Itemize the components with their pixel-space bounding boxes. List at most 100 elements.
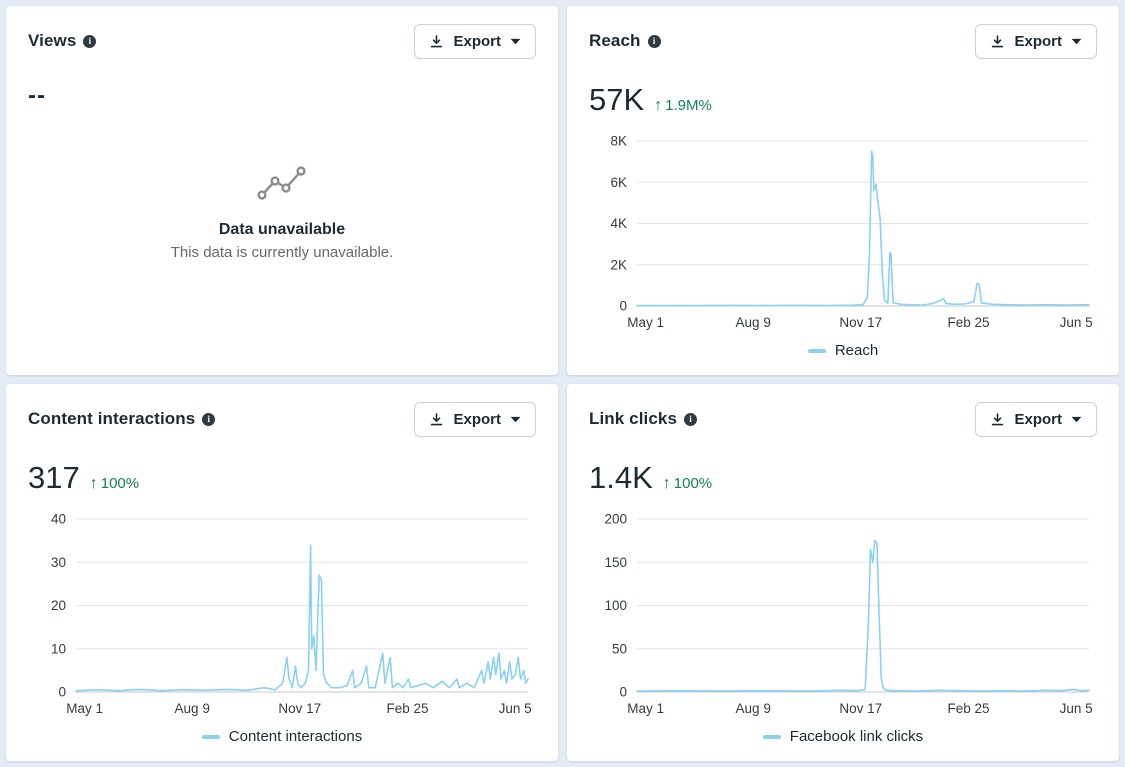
metric-row: 1.4K ↑ 100% — [589, 462, 1097, 493]
download-icon — [429, 412, 444, 427]
svg-text:0: 0 — [619, 299, 627, 314]
metric-value-content-interactions: 317 — [28, 460, 80, 496]
svg-text:Nov 17: Nov 17 — [839, 315, 882, 330]
download-icon — [429, 34, 444, 49]
chevron-down-icon — [1071, 416, 1082, 423]
card-content-header: Content interactions i Export — [28, 400, 536, 438]
legend-swatch — [762, 734, 781, 739]
legend-label: Facebook link clicks — [789, 728, 924, 745]
empty-state: Data unavailable This data is currently … — [28, 108, 536, 315]
svg-text:100: 100 — [604, 598, 627, 613]
card-reach: Reach i Export 57K ↑ 1.9M% 0 2K 4K 6K 8K May … — [567, 6, 1119, 376]
metric-value-views: -- — [28, 82, 46, 109]
export-label: Export — [1014, 32, 1062, 50]
up-arrow-icon: ↑ — [89, 475, 98, 493]
legend-swatch — [807, 348, 826, 353]
export-button-link-clicks[interactable]: Export — [975, 401, 1097, 437]
svg-text:May 1: May 1 — [66, 701, 103, 716]
svg-text:2K: 2K — [610, 257, 627, 272]
card-content-interactions: Content interactions i Export 317 ↑ 100%… — [6, 384, 558, 761]
svg-text:6K: 6K — [610, 175, 627, 190]
info-icon[interactable]: i — [647, 35, 661, 48]
card-views-header: Views i Export — [28, 22, 536, 60]
svg-text:10: 10 — [51, 642, 66, 657]
metric-row: 317 ↑ 100% — [28, 462, 536, 493]
export-button-reach[interactable]: Export — [975, 23, 1097, 59]
sparkline-icon — [255, 163, 309, 210]
export-label: Export — [453, 410, 501, 428]
svg-text:40: 40 — [51, 512, 66, 527]
export-button-views[interactable]: Export — [414, 23, 536, 59]
legend-label: Reach — [834, 342, 879, 360]
empty-title: Data unavailable — [218, 220, 346, 238]
svg-text:0: 0 — [58, 685, 66, 700]
svg-text:Aug 9: Aug 9 — [736, 315, 771, 330]
empty-subtitle: This data is currently unavailable. — [170, 243, 394, 261]
metric-value-link-clicks: 1.4K — [589, 460, 653, 496]
svg-text:20: 20 — [51, 598, 66, 613]
legend-label: Content interactions — [228, 728, 363, 745]
svg-text:4K: 4K — [610, 216, 627, 231]
svg-text:200: 200 — [604, 512, 627, 527]
card-title-reach: Reach — [589, 31, 641, 50]
metric-delta: ↑ 100% — [90, 475, 139, 492]
metric-delta-value: 1.9M% — [665, 97, 712, 114]
card-reach-header: Reach i Export — [589, 22, 1097, 60]
link-clicks-chart[interactable]: 0 50 100 150 200 May 1 Aug 9 Nov 17 Feb 25 Jun 5 — [589, 509, 1097, 720]
up-arrow-icon: ↑ — [662, 475, 671, 493]
svg-text:Jun 5: Jun 5 — [1060, 701, 1093, 716]
chevron-down-icon — [510, 38, 521, 45]
svg-text:May 1: May 1 — [627, 315, 664, 330]
card-title-content-interactions: Content interactions — [28, 409, 196, 429]
chevron-down-icon — [1071, 38, 1082, 45]
content-interactions-chart[interactable]: 0 10 20 30 40 May 1 Aug 9 Nov 17 Feb 25 Jun 5 — [28, 509, 536, 720]
card-title-views: Views — [28, 31, 77, 50]
card-title-link-clicks: Link clicks — [589, 409, 678, 429]
content-interactions-legend: Content interactions — [28, 720, 536, 749]
svg-text:Feb 25: Feb 25 — [386, 701, 428, 716]
export-button-content-interactions[interactable]: Export — [414, 401, 536, 437]
export-label: Export — [1014, 410, 1062, 428]
metric-delta: ↑ 100% — [663, 475, 712, 492]
svg-text:Aug 9: Aug 9 — [736, 701, 771, 716]
svg-text:May 1: May 1 — [627, 701, 664, 716]
svg-text:Nov 17: Nov 17 — [278, 701, 321, 716]
svg-text:50: 50 — [612, 642, 627, 657]
metric-delta-value: 100% — [673, 475, 713, 493]
card-title-group: Views i — [28, 31, 97, 51]
download-icon — [990, 34, 1005, 49]
svg-text:Jun 5: Jun 5 — [499, 701, 532, 716]
reach-legend: Reach — [589, 334, 1097, 363]
svg-text:Feb 25: Feb 25 — [947, 315, 989, 330]
svg-text:Aug 9: Aug 9 — [175, 701, 210, 716]
metric-value-reach: 57K — [589, 82, 645, 117]
metric-row: -- — [28, 84, 536, 108]
card-views: Views i Export -- — [6, 6, 558, 376]
svg-text:Nov 17: Nov 17 — [839, 701, 882, 716]
svg-text:Feb 25: Feb 25 — [947, 701, 989, 716]
info-icon[interactable]: i — [83, 35, 97, 48]
card-link-clicks: Link clicks i Export 1.4K ↑ 100% 0 50 100 1… — [567, 384, 1119, 761]
svg-text:Jun 5: Jun 5 — [1060, 315, 1093, 330]
reach-chart[interactable]: 0 2K 4K 6K 8K May 1 Aug 9 Nov 17 Feb 25 Jun 5 — [589, 131, 1097, 334]
svg-text:8K: 8K — [610, 134, 627, 149]
card-link-clicks-header: Link clicks i Export — [589, 400, 1097, 438]
info-icon[interactable]: i — [202, 413, 216, 427]
metric-delta: ↑ 1.9M% — [654, 97, 712, 114]
download-icon — [990, 412, 1005, 427]
metric-row: 57K ↑ 1.9M% — [589, 84, 1097, 115]
card-title-group: Link clicks i — [589, 409, 698, 429]
card-title-group: Content interactions i — [28, 409, 216, 429]
svg-text:150: 150 — [604, 555, 627, 570]
info-icon[interactable]: i — [684, 413, 698, 427]
svg-text:0: 0 — [619, 685, 627, 700]
link-clicks-legend: Facebook link clicks — [589, 720, 1097, 749]
export-label: Export — [453, 32, 501, 50]
up-arrow-icon: ↑ — [654, 97, 663, 114]
chevron-down-icon — [510, 416, 521, 423]
svg-text:30: 30 — [51, 555, 66, 570]
card-title-group: Reach i — [589, 31, 661, 51]
metric-delta-value: 100% — [100, 475, 140, 493]
legend-swatch — [201, 734, 220, 739]
